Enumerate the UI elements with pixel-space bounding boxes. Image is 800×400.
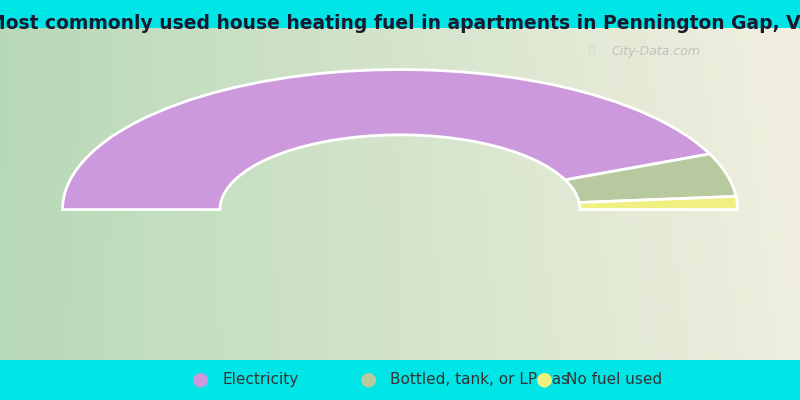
Text: Bottled, tank, or LP gas: Bottled, tank, or LP gas (390, 372, 570, 387)
Text: ●: ● (191, 370, 209, 389)
Wedge shape (565, 154, 736, 202)
Text: City-Data.com: City-Data.com (611, 45, 701, 58)
Text: Electricity: Electricity (222, 372, 298, 387)
Wedge shape (579, 196, 738, 210)
Wedge shape (62, 70, 710, 210)
Text: ●: ● (535, 370, 553, 389)
Text: ●: ● (359, 370, 377, 389)
Text: Most commonly used house heating fuel in apartments in Pennington Gap, VA: Most commonly used house heating fuel in… (0, 14, 800, 33)
Text: No fuel used: No fuel used (566, 372, 662, 387)
Text: 🔍: 🔍 (589, 45, 595, 55)
